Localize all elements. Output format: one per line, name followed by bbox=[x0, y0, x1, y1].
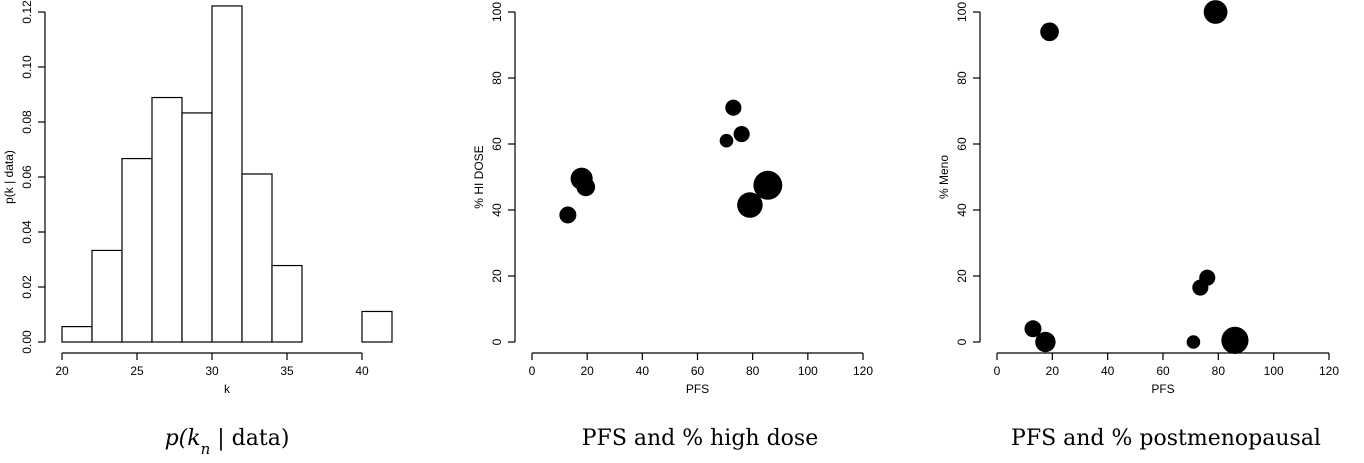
chart3-point bbox=[1199, 269, 1216, 286]
chart2-point bbox=[576, 177, 596, 197]
chart3-y-tick-label: 80 bbox=[955, 71, 969, 85]
histogram-bar bbox=[91, 249, 123, 343]
chart2-y-tick-label: 100 bbox=[490, 2, 504, 22]
chart1-y-tick-label: 0.10 bbox=[20, 55, 34, 79]
chart2-y-tick-label: 80 bbox=[490, 71, 504, 85]
chart3-y-tick-label: 0 bbox=[955, 338, 969, 345]
chart1-y-tick-label: 0.06 bbox=[20, 165, 34, 189]
chart2-point bbox=[559, 206, 577, 224]
chart2-y-tick-label: 0 bbox=[490, 338, 504, 345]
histogram-bar bbox=[241, 173, 273, 343]
histogram-bar bbox=[361, 310, 393, 343]
chart1-y-tick-label: 0.12 bbox=[20, 0, 34, 24]
chart3-point bbox=[1221, 326, 1249, 354]
chart2-point bbox=[737, 192, 763, 218]
chart3-point bbox=[1035, 331, 1056, 353]
histogram-bar bbox=[271, 264, 303, 343]
chart2-x-tick-label: 20 bbox=[580, 364, 594, 378]
histogram-bar bbox=[151, 96, 183, 343]
chart3-x-tick-label: 120 bbox=[1319, 364, 1339, 378]
chart2-x-tick-label: 40 bbox=[636, 364, 650, 378]
chart3-x-tick-label: 40 bbox=[1101, 364, 1115, 378]
chart2-caption: PFS and % high dose bbox=[582, 426, 818, 451]
chart2-point bbox=[753, 170, 783, 200]
chart3-point bbox=[1186, 335, 1201, 349]
chart3-y-tick-label: 40 bbox=[955, 203, 969, 217]
chart2-x-tick-label: 0 bbox=[529, 364, 536, 378]
chart3-y-tick-label: 20 bbox=[955, 269, 969, 283]
chart2-x-tick-label: 60 bbox=[691, 364, 705, 378]
histogram-bar bbox=[181, 112, 213, 343]
chart2-point bbox=[719, 133, 734, 148]
chart1-x-tick-label: 20 bbox=[55, 364, 69, 378]
chart2-y-tick-label: 60 bbox=[490, 137, 504, 151]
chart2-point bbox=[725, 99, 742, 116]
chart3-point bbox=[1024, 320, 1042, 338]
chart1-y-tick-label: 0.04 bbox=[20, 220, 34, 244]
chart2-y-tick-label: 20 bbox=[490, 269, 504, 283]
chart3-x-tick-label: 20 bbox=[1046, 364, 1060, 378]
chart1-x-tick-label: 30 bbox=[205, 364, 219, 378]
histogram-bar bbox=[211, 5, 243, 343]
chart2-x-axis-label: PFS bbox=[686, 382, 709, 396]
chart2-x-tick-label: 80 bbox=[746, 364, 760, 378]
chart3-point bbox=[1040, 22, 1059, 42]
chart2-y-tick-label: 40 bbox=[490, 203, 504, 217]
chart1-y-tick-label: 0.00 bbox=[20, 330, 34, 354]
chart1-y-tick-label: 0.08 bbox=[20, 110, 34, 134]
chart3-y-tick-label: 100 bbox=[955, 2, 969, 22]
chart2-x-tick-label: 100 bbox=[798, 364, 818, 378]
chart1-x-tick-label: 25 bbox=[130, 364, 144, 378]
chart1-x-tick-label: 35 bbox=[280, 364, 294, 378]
chart3-x-axis-label: PFS bbox=[1151, 382, 1174, 396]
chart3-point bbox=[1203, 0, 1228, 24]
chart2-x-tick-label: 120 bbox=[853, 364, 873, 378]
chart3-x-tick-label: 60 bbox=[1156, 364, 1170, 378]
chart1-y-tick-label: 0.02 bbox=[20, 275, 34, 299]
histogram-bar bbox=[61, 326, 93, 343]
chart1-x-tick-label: 40 bbox=[355, 364, 369, 378]
chart3-x-tick-label: 0 bbox=[994, 364, 1001, 378]
chart3-y-tick-label: 60 bbox=[955, 137, 969, 151]
chart1-caption: p(kn | data) bbox=[165, 426, 290, 458]
chart3-y-axis-label: % Meno bbox=[937, 155, 951, 199]
chart2-point bbox=[733, 126, 750, 143]
chart1-x-axis-label: k bbox=[224, 382, 231, 396]
chart3-x-tick-label: 80 bbox=[1212, 364, 1226, 378]
chart3-caption: PFS and % postmenopausal bbox=[1011, 426, 1321, 451]
chart1-y-axis-label: p(k | data) bbox=[2, 150, 16, 204]
histogram-bar bbox=[121, 157, 153, 343]
chart2-y-axis-label: % HI DOSE bbox=[472, 145, 486, 208]
chart3-x-tick-label: 100 bbox=[1264, 364, 1284, 378]
